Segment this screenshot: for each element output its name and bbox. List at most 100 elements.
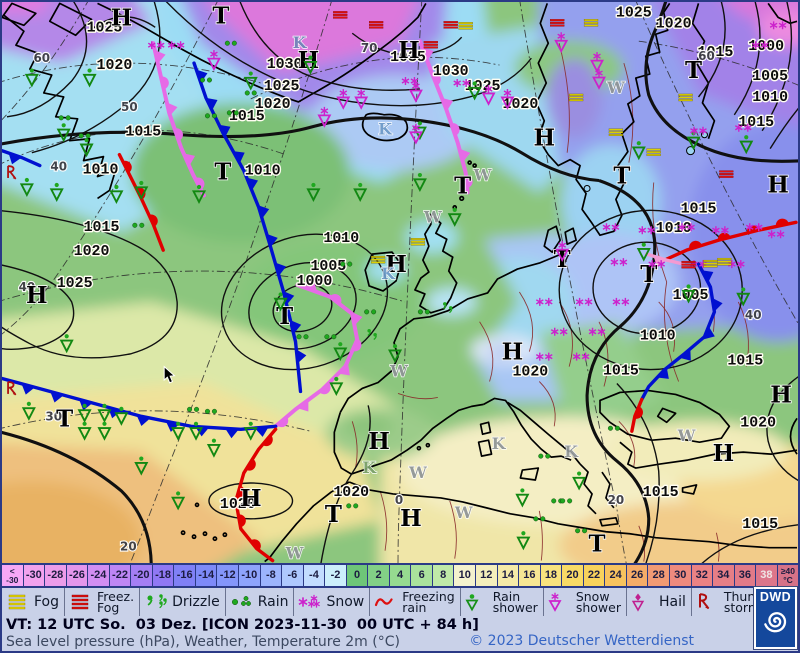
svg-text:H: H <box>533 126 555 152</box>
fog-symbol <box>717 257 732 266</box>
fog-symbol <box>678 93 693 102</box>
svg-text:W: W <box>389 362 409 381</box>
scale-cell: -4 <box>303 565 326 586</box>
svg-text:1020: 1020 <box>503 97 539 113</box>
freezing-fog-symbol <box>333 11 348 19</box>
svg-text:1020: 1020 <box>740 415 776 431</box>
fog-symbol <box>646 148 661 156</box>
svg-text:1010: 1010 <box>323 231 359 247</box>
fog-symbol <box>608 128 624 136</box>
svg-text:K: K <box>492 434 507 453</box>
fog-symbol <box>370 255 386 264</box>
fog-symbol <box>410 238 426 246</box>
svg-text:1000: 1000 <box>748 39 784 55</box>
svg-text:1020: 1020 <box>656 16 692 32</box>
svg-text:T: T <box>212 3 229 29</box>
legend-label: Hail <box>658 594 686 610</box>
svg-text:40: 40 <box>19 280 36 294</box>
legend-label: Drizzle <box>172 594 220 610</box>
scale-cell: -12 <box>217 565 240 586</box>
scale-cell: -8 <box>260 565 283 586</box>
svg-text:H: H <box>368 429 390 455</box>
scale-cell: 2 <box>368 565 390 586</box>
temperature-field <box>2 2 798 563</box>
scale-cell: 8 <box>432 565 455 586</box>
svg-text:W: W <box>677 426 697 445</box>
graticule <box>2 2 798 563</box>
scale-cell: -2 <box>325 565 347 586</box>
svg-text:W: W <box>285 544 305 563</box>
chart-subtitle: Sea level pressure (hPa), Weather, Tempe… <box>2 634 753 651</box>
svg-text:1005: 1005 <box>752 69 788 85</box>
svg-text:1025: 1025 <box>264 79 300 95</box>
legend-item-frz: Freezing rain <box>369 588 459 616</box>
svg-text:T: T <box>56 406 73 432</box>
svg-text:1020: 1020 <box>333 485 369 501</box>
isobars <box>2 2 798 563</box>
scale-cell: 0 <box>346 565 369 586</box>
map-area: 1025 1020 1015 1010 1010 1015 1020 1025 1030 1025… <box>2 2 798 563</box>
rain-icon <box>231 596 251 606</box>
scale-cell: 20 <box>562 565 584 586</box>
scale-cell: 10 <box>454 565 477 586</box>
svg-text:1030: 1030 <box>433 64 469 80</box>
legend-label: Freez. Fog <box>97 589 135 615</box>
svg-text:W: W <box>473 166 493 185</box>
frz-icon <box>375 598 393 607</box>
svg-text:T: T <box>613 163 630 189</box>
svg-text:30: 30 <box>45 409 62 423</box>
legend-label: Snow shower <box>575 589 621 615</box>
svg-text:1005: 1005 <box>310 259 346 275</box>
svg-text:1015: 1015 <box>603 364 639 380</box>
scale-cell: 18 <box>540 565 563 586</box>
svg-text:20: 20 <box>608 493 625 507</box>
legend-item-rain: Rain <box>224 588 294 616</box>
ffog-icon <box>71 594 89 610</box>
freezing-fog-symbol <box>719 170 734 178</box>
svg-text:K: K <box>378 120 393 139</box>
freezing-fog-symbol <box>423 41 438 49</box>
legend-item-fog: Fog <box>2 588 64 616</box>
svg-text:1015: 1015 <box>229 109 265 125</box>
copyright-text: © 2023 Deutscher Wetterdienst <box>469 633 694 649</box>
scale-cell: 16 <box>519 565 541 586</box>
svg-text:T: T <box>276 304 293 330</box>
scale-cell: < -30 <box>2 565 24 586</box>
svg-text:W: W <box>454 503 474 522</box>
svg-text:1000: 1000 <box>297 274 333 290</box>
hail-icon <box>632 592 644 611</box>
svg-text:0: 0 <box>395 493 403 507</box>
svg-text:H: H <box>400 506 422 532</box>
scale-cell: 26 <box>626 565 649 586</box>
svg-text:50: 50 <box>121 100 138 114</box>
svg-text:1030: 1030 <box>267 57 303 73</box>
svg-text:1010: 1010 <box>640 329 676 345</box>
svg-text:1015: 1015 <box>698 45 734 61</box>
svg-text:1020: 1020 <box>97 58 133 74</box>
svg-text:1010: 1010 <box>83 163 119 179</box>
svg-text:K: K <box>564 442 579 461</box>
scale-cell: 28 <box>648 565 670 586</box>
svg-text:H: H <box>767 172 789 198</box>
rsh-icon <box>465 593 478 611</box>
fog-symbol <box>703 259 718 268</box>
svg-text:H: H <box>240 486 262 512</box>
scale-cell: 38 <box>756 565 778 586</box>
fronts-layer <box>2 39 798 563</box>
scale-cell: -30 <box>23 565 46 586</box>
svg-text:1020: 1020 <box>512 365 548 381</box>
fog-symbol <box>569 93 584 102</box>
scale-cell: -10 <box>239 565 261 586</box>
legend-label: Thunderstorm <box>723 589 753 615</box>
legend-item-snow: Snow <box>293 588 369 616</box>
svg-text:1015: 1015 <box>84 220 120 236</box>
svg-text:T: T <box>588 532 605 558</box>
legend-label: Freezing rain <box>402 589 455 615</box>
scale-cell: 14 <box>497 565 520 586</box>
mouse-cursor <box>163 365 176 384</box>
svg-text:60: 60 <box>698 49 715 63</box>
svg-text:K: K <box>381 264 396 283</box>
svg-text:1010: 1010 <box>656 221 692 237</box>
